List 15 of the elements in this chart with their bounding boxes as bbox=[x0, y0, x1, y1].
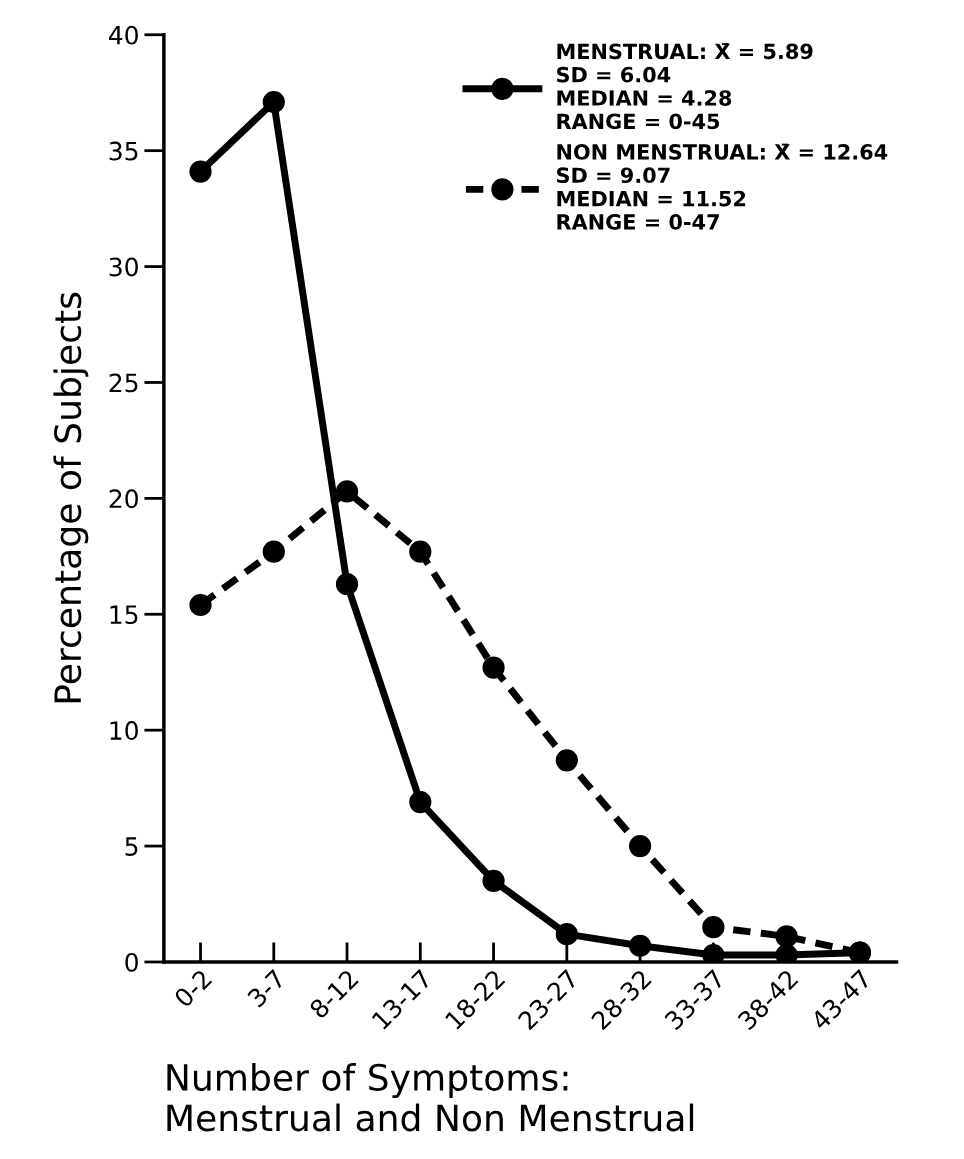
y-tick-label: 35 bbox=[109, 141, 138, 161]
y-tick-label: 25 bbox=[109, 373, 138, 393]
y-tick-label: 15 bbox=[110, 605, 138, 625]
y-axis-title: Percentage of Subjects bbox=[53, 292, 89, 703]
y-tick-label: 20 bbox=[109, 489, 138, 509]
y-tick-label: 0 bbox=[125, 952, 138, 972]
y-tick-label: 10 bbox=[110, 721, 138, 741]
legend-label: NON MENSTRUAL: X̄ = 12.64 SD = 9.07 MEDIAN = 11.52 RANGE = 0-47 bbox=[557, 143, 888, 230]
legend-label: MENSTRUAL: X̄ = 5.89 SD = 6.04 MEDIAN = 4.28 RANGE = 0-45 bbox=[557, 43, 813, 130]
y-tick-label: 40 bbox=[108, 25, 138, 45]
x-tick-label: 3-7 bbox=[246, 968, 286, 1009]
x-tick-label: 0-2 bbox=[173, 968, 213, 1009]
x-axis-title: Number of Symptoms: Menstrual and Non Menstrual bbox=[167, 1063, 694, 1132]
y-tick-label: 30 bbox=[109, 257, 138, 277]
y-tick-label: 5 bbox=[125, 837, 138, 856]
